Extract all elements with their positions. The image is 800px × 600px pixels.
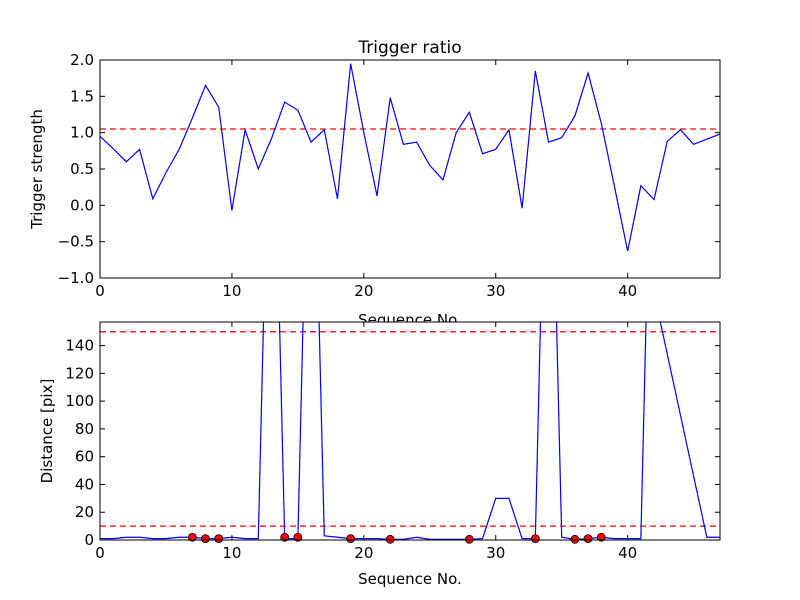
bottom-x-axis-label: Sequence No. — [358, 570, 462, 588]
top-y-tick-label: 1.5 — [70, 87, 94, 105]
bottom-y-tick-label: 80 — [75, 420, 94, 438]
top-y-tick-label: −0.5 — [58, 233, 94, 251]
marker-point — [280, 532, 290, 542]
bottom-x-tick-label: 40 — [618, 544, 637, 562]
bottom-x-tick-label: 30 — [486, 544, 505, 562]
top-y-tick-label: 2.0 — [70, 51, 94, 69]
top-y-axis-label: Trigger strength — [28, 109, 46, 230]
bottom-plot-frame — [99, 321, 721, 541]
bottom-y-tick-label: 100 — [65, 392, 94, 410]
top-series-lines — [100, 63, 720, 252]
top-chart-title: Trigger ratio — [357, 38, 461, 58]
top-x-tick-label: 40 — [618, 282, 637, 300]
top-y-ticks: −1.0 −0.5 0.0 0.5 1.0 1.5 2.0 — [58, 51, 720, 287]
bottom-x-tick-label: 0 — [95, 544, 105, 562]
bottom-y-tick-label: 0 — [84, 531, 94, 549]
bottom-threshold-lines — [100, 331, 720, 527]
bottom-x-ticks: 0 10 20 30 40 — [95, 322, 637, 562]
bottom-y-tick-label: 60 — [75, 448, 94, 466]
top-y-tick-label: 1.0 — [70, 124, 94, 142]
top-series-line — [100, 63, 720, 252]
marker-point — [187, 532, 197, 542]
bottom-x-tick-label: 20 — [354, 544, 373, 562]
top-y-tick-label: −1.0 — [58, 269, 94, 287]
marker-point — [385, 534, 395, 544]
bottom-y-tick-label: 120 — [65, 364, 94, 382]
top-y-tick-label: 0.5 — [70, 160, 94, 178]
bottom-markers — [187, 532, 606, 544]
top-x-tick-label: 10 — [222, 282, 241, 300]
bottom-plot-background — [100, 322, 720, 540]
bottom-chart: 0 10 20 30 40 0 20 40 60 80 100 120 140 Sequence No… — [38, 321, 721, 588]
top-x-tick-label: 30 — [486, 282, 505, 300]
marker-point — [293, 532, 303, 542]
marker-point — [583, 534, 593, 544]
bottom-y-axis-label: Distance [pix] — [38, 379, 56, 484]
bottom-x-tick-label: 10 — [222, 544, 241, 562]
top-plot-background — [100, 60, 720, 278]
bottom-y-ticks: 0 20 40 60 80 100 120 140 — [65, 337, 720, 549]
bottom-y-tick-label: 40 — [75, 475, 94, 493]
marker-point — [570, 534, 580, 544]
marker-point — [596, 532, 606, 542]
top-x-tick-label: 0 — [95, 282, 105, 300]
top-x-tick-label: 20 — [354, 282, 373, 300]
marker-point — [201, 534, 210, 544]
top-x-ticks: 0 10 20 30 40 — [95, 60, 637, 300]
bottom-y-tick-label: 140 — [65, 337, 94, 355]
marker-point — [530, 534, 540, 544]
top-chart: 0 10 20 30 40 −1.0 −0.5 0.0 0.5 1.0 1.5 2.0 Trigge… — [28, 38, 721, 329]
marker-point — [214, 534, 224, 544]
top-y-tick-label: 0.0 — [70, 196, 94, 214]
bottom-y-tick-label: 20 — [75, 503, 94, 521]
marker-point — [464, 534, 474, 544]
marker-point — [346, 534, 356, 544]
